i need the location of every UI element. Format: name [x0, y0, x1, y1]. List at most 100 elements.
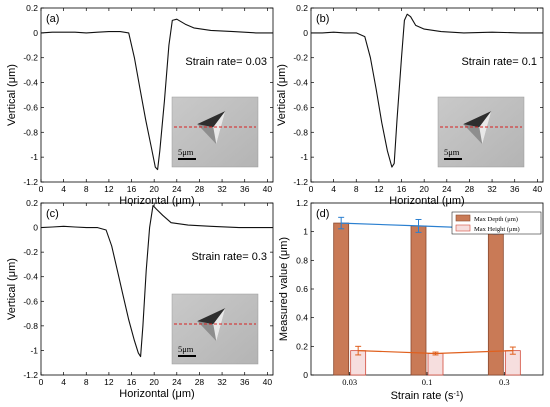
strain-rate-annotation: Strain rate= 0.1: [461, 56, 537, 68]
x-tick-label: 20: [149, 184, 159, 194]
y-tick-label: 1.2: [296, 198, 308, 208]
bar-max-depth: [487, 228, 504, 376]
line-panel-1: 0 4 8 12 16 20 24 28 32 36 40 0.2 0 -0.2 -0.4 -0.6 -0.8 -…: [276, 3, 544, 207]
x-tick-label: 24: [172, 377, 182, 387]
y-tick-label: -1.2: [293, 177, 308, 187]
x-tick-label: 0.3: [499, 377, 510, 387]
indent-highlight: [213, 111, 226, 145]
x-axis-label-main: Strain rate (s: [391, 390, 454, 402]
x-axis-label-sup: -1: [454, 391, 460, 398]
x-axis-label-end: ): [460, 390, 464, 402]
y-tick-label: -1: [30, 152, 38, 162]
legend: Max Depth (μm) Max Height (μm): [451, 211, 542, 235]
bar-max-depth: [333, 222, 350, 376]
panel-label: (b): [316, 13, 329, 25]
x-tick-label: 16: [127, 377, 137, 387]
profile-line: [40, 18, 273, 171]
y-axis-label: Measured value (μm): [278, 237, 290, 341]
x-tick-label: 0: [39, 184, 44, 194]
y-tick-label: -0.4: [23, 78, 38, 88]
y-tick-label: 0: [33, 28, 38, 38]
y-axis-label: Vertical (μm): [6, 64, 18, 126]
y-tick-label: -1.2: [23, 177, 38, 187]
panel-label: (c): [46, 208, 59, 220]
x-tick-label: 32: [217, 377, 227, 387]
x-tick-label: 0.03: [342, 377, 357, 387]
x-tick-label: 8: [84, 184, 89, 194]
y-axis-label: Vertical (μm): [6, 258, 18, 320]
indent-highlight: [479, 111, 492, 145]
x-tick-label: 24: [172, 184, 182, 194]
y-tick-label: 0: [303, 370, 308, 380]
legend-swatch-height: [455, 224, 471, 232]
scale-bar-label: 5μm: [178, 344, 194, 354]
legend-box: [451, 211, 542, 235]
x-tick-label: 28: [465, 184, 475, 194]
y-tick-label: 0.2: [26, 3, 38, 13]
x-tick-label: 40: [533, 184, 543, 194]
panel-label: (d): [316, 208, 329, 220]
strain-rate-annotation: Strain rate= 0.3: [191, 251, 267, 263]
x-tick-label: 32: [487, 184, 497, 194]
y-tick-label: 0: [303, 28, 308, 38]
y-tick-label: -0.4: [293, 78, 308, 88]
y-tick-label: 1: [303, 227, 308, 237]
bar-max-height: [427, 353, 444, 376]
x-tick-label: 4: [331, 184, 336, 194]
x-tick-label: 12: [104, 184, 114, 194]
y-tick-label: -1: [300, 152, 308, 162]
y-tick-label: -1.2: [23, 370, 38, 380]
y-tick-label: -0.2: [293, 53, 308, 63]
y-tick-label: 0.2: [26, 198, 38, 208]
y-tick-label: 0.4: [296, 313, 308, 323]
x-tick-label: 16: [397, 184, 407, 194]
legend-label-depth: Max Depth (μm): [474, 216, 518, 223]
x-tick-label: 28: [195, 377, 205, 387]
profile-line: [40, 204, 273, 358]
x-tick-label: 12: [374, 184, 384, 194]
sem-inset-image: 5μm: [171, 96, 259, 168]
x-tick-label: 20: [419, 184, 429, 194]
y-tick-label: -0.6: [293, 102, 308, 112]
x-tick-label: 16: [127, 184, 137, 194]
x-tick-label: 28: [195, 184, 205, 194]
x-axis-label: Strain rate (s-1): [391, 390, 464, 402]
y-tick-label: -0.8: [23, 127, 38, 137]
sem-inset-image: 5μm: [171, 293, 259, 365]
panel-label: (a): [46, 13, 59, 25]
legend-label-height: Max Height (μm): [474, 226, 520, 233]
x-tick-label: 36: [510, 184, 520, 194]
y-axis-label: Vertical (μm): [276, 64, 288, 126]
plot-frame: [310, 7, 544, 183]
x-tick-label: 24: [442, 184, 452, 194]
legend-swatch-depth: [455, 214, 471, 222]
line-panel-2: 0 4 8 12 16 20 24 28 32 36 40 0.2 0 -0.2 -0.4 -0.6 -0.8 -…: [6, 198, 274, 400]
x-tick-label: 4: [61, 184, 66, 194]
line-panel-0: 0 4 8 12 16 20 24 28 32 36 400.20-0.2-0.4-0.6-0.8-…: [6, 3, 274, 207]
y-tick-label: 0.6: [296, 284, 308, 294]
plot-frame: [40, 202, 274, 376]
plot-frame: [40, 7, 274, 183]
y-tick-label: -0.6: [23, 102, 38, 112]
x-tick-label: 0.1: [422, 377, 433, 387]
y-tick-label: -0.8: [23, 321, 38, 331]
x-tick-label: 0: [39, 377, 44, 387]
y-tick-label: -0.2: [23, 247, 38, 257]
x-tick-label: 8: [84, 377, 89, 387]
x-tick-label: 8: [354, 184, 359, 194]
y-tick-label: 0.2: [296, 3, 308, 13]
y-tick-label: 0.2: [296, 341, 308, 351]
bar-panel: 0 0.2 0.4 0.6 0.8 1 1.2 0.03 0.1 0.3 Max Depth (μm…: [278, 198, 544, 402]
x-axis-label: Horizontal (μm): [389, 195, 464, 207]
strain-rate-annotation: Strain rate= 0.03: [185, 56, 267, 68]
x-tick-label: 40: [263, 184, 273, 194]
y-tick-label: -0.2: [23, 53, 38, 63]
x-tick-label: 36: [240, 184, 250, 194]
y-tick-label: -0.8: [293, 127, 308, 137]
x-tick-label: 32: [217, 184, 227, 194]
indent-highlight: [213, 308, 226, 342]
indent-shadow: [197, 308, 226, 325]
indent-shadow: [197, 111, 226, 128]
y-tick-label: -1: [30, 345, 38, 355]
